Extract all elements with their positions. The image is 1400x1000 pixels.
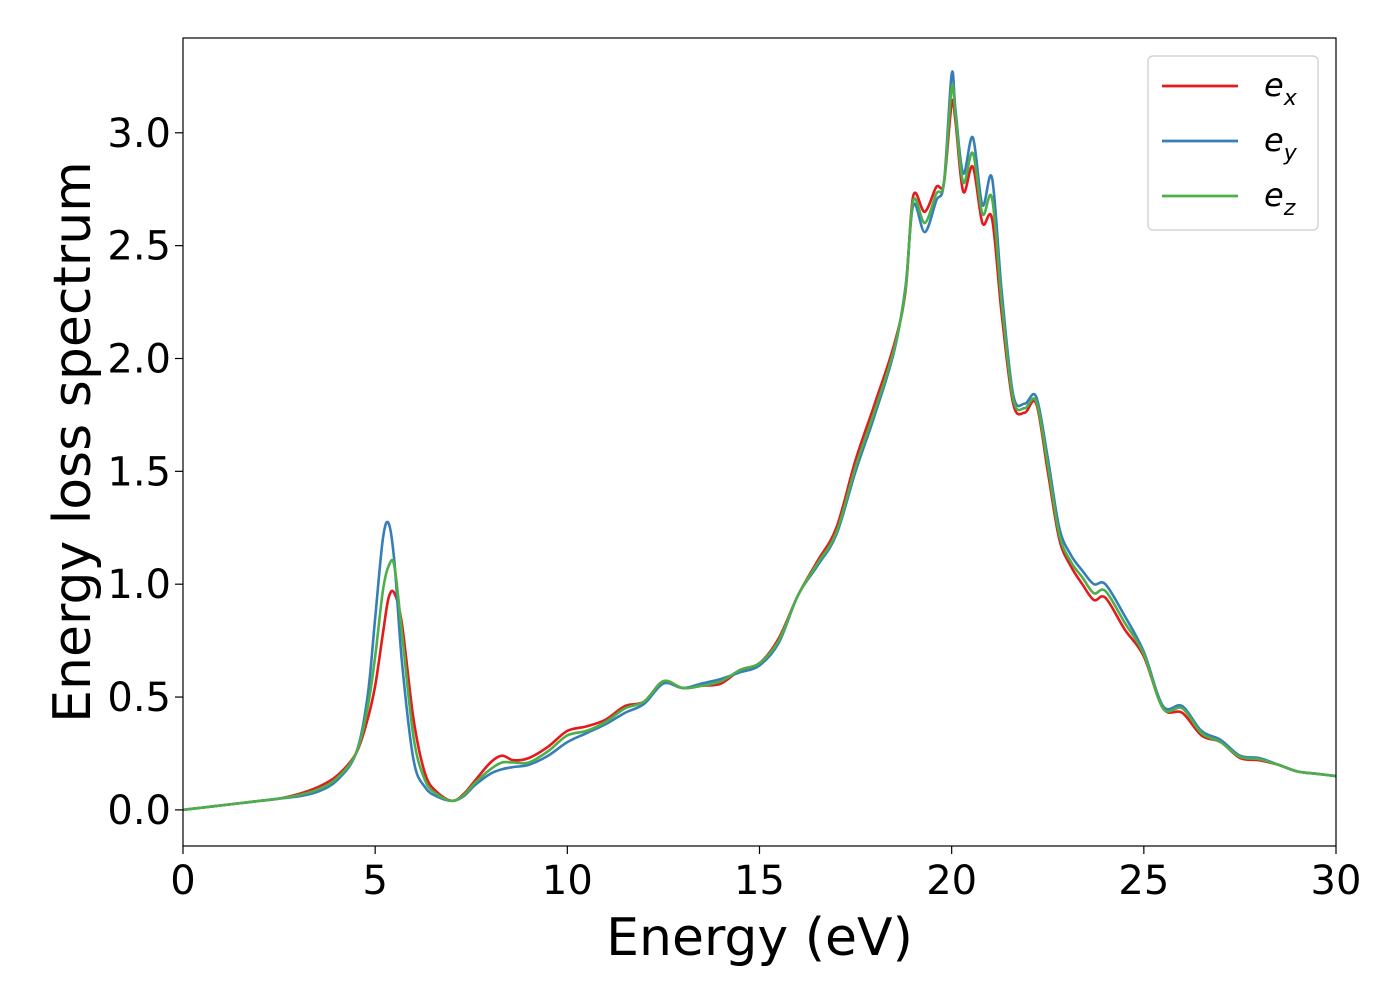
x-tick-label: 25 <box>1118 858 1169 904</box>
x-axis-label: Energy (eV) <box>606 908 913 968</box>
series-line-z <box>183 83 1336 812</box>
x-tick-label: 5 <box>362 858 387 904</box>
x-tick-label: 20 <box>926 858 977 904</box>
y-axis-ticks: 0.0 0.5 1.0 1.5 2.0 2.5 3.0 <box>107 111 183 834</box>
y-tick-label: 3.0 <box>107 111 171 157</box>
y-tick-label: 0.5 <box>107 675 171 721</box>
x-tick-label: 30 <box>1311 858 1362 904</box>
x-tick-label: 10 <box>542 858 593 904</box>
y-tick-label: 0.0 <box>107 788 171 834</box>
x-tick-label: 0 <box>170 858 195 904</box>
y-tick-label: 1.0 <box>107 562 171 608</box>
y-tick-label: 2.5 <box>107 224 171 270</box>
x-tick-label: 15 <box>734 858 785 904</box>
y-axis-label: Energy loss spectrum <box>43 161 103 723</box>
legend-label-z: ez <box>1264 176 1296 221</box>
legend-box <box>1147 55 1319 231</box>
y-tick-label: 2.0 <box>107 336 171 382</box>
plot-lines <box>183 70 1336 812</box>
y-tick-label: 1.5 <box>107 449 171 495</box>
x-axis-ticks: 0 5 10 15 20 25 30 <box>170 846 1361 904</box>
